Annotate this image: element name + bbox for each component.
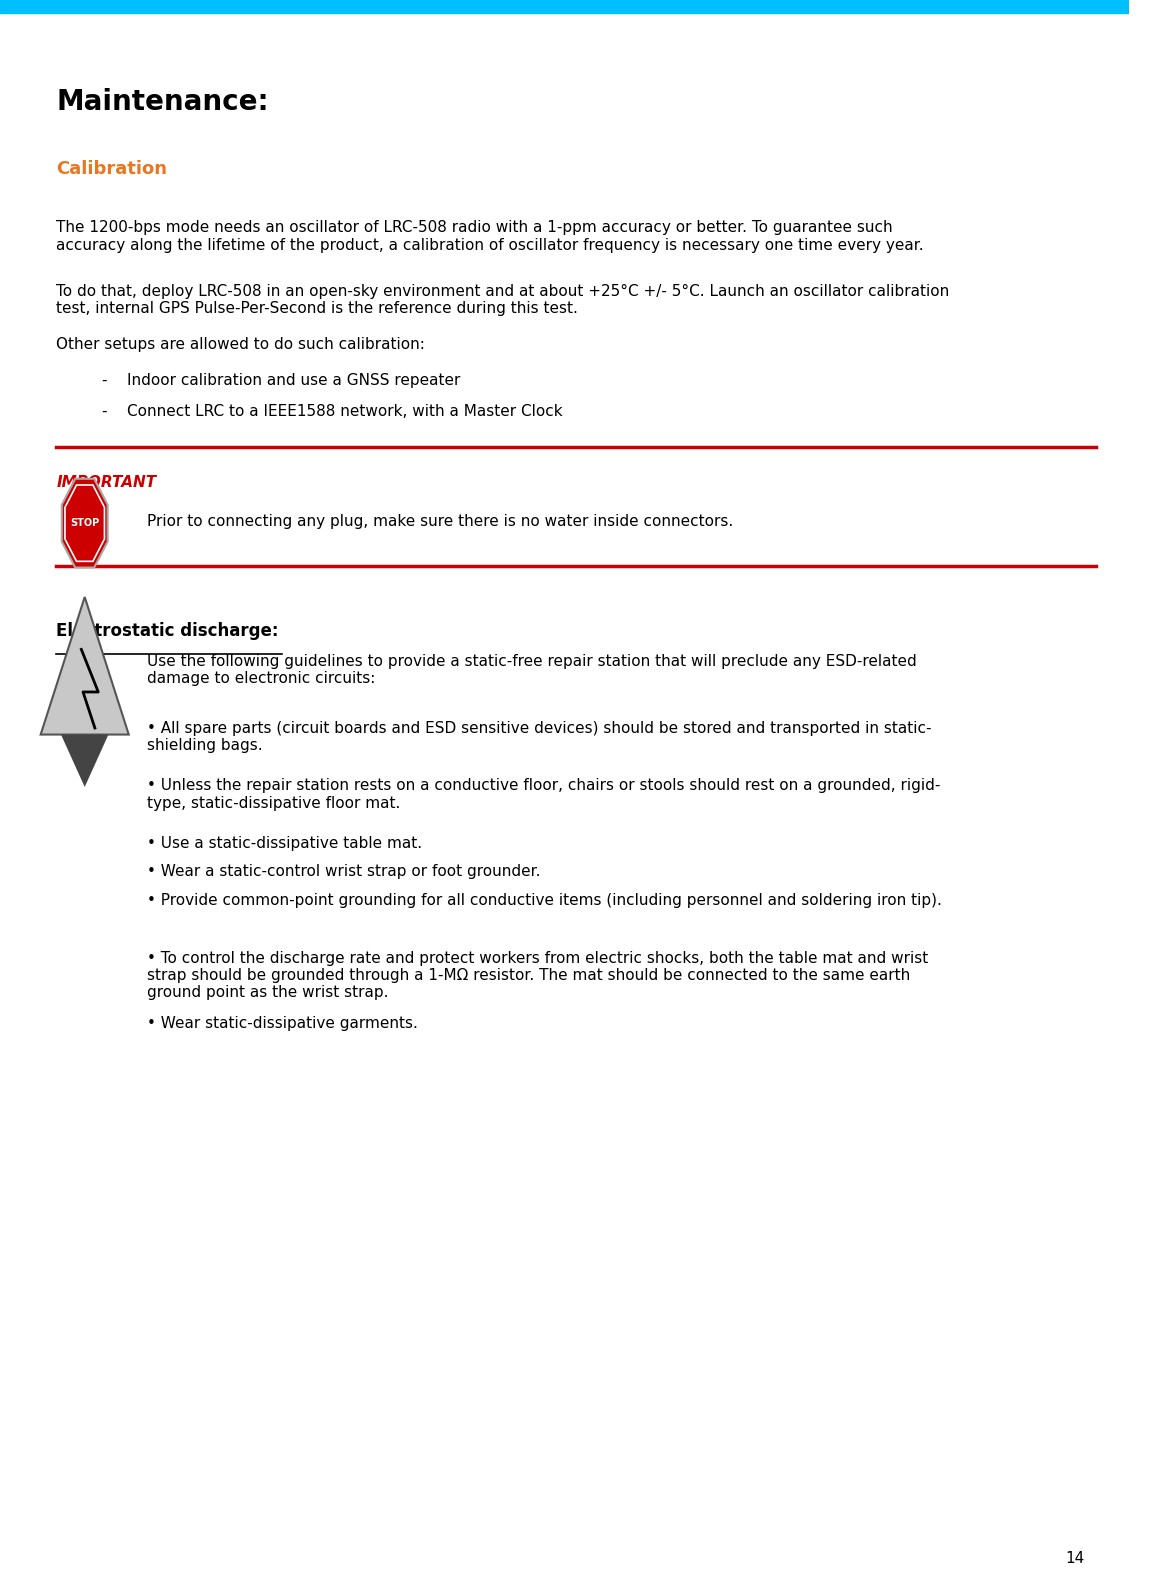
Text: -    Connect LRC to a IEEE1588 network, with a Master Clock: - Connect LRC to a IEEE1588 network, wit… xyxy=(101,404,563,418)
Text: The 1200-bps mode needs an oscillator of LRC-508 radio with a 1-ppm accuracy or : The 1200-bps mode needs an oscillator of… xyxy=(56,220,924,252)
Text: To do that, deploy LRC-508 in an open-sky environment and at about +25°C +/- 5°C: To do that, deploy LRC-508 in an open-sk… xyxy=(56,284,949,316)
Text: Electrostatic discharge:: Electrostatic discharge: xyxy=(56,622,278,640)
Text: • Unless the repair station rests on a conductive floor, chairs or stools should: • Unless the repair station rests on a c… xyxy=(147,778,940,810)
Polygon shape xyxy=(62,478,107,568)
Text: IMPORTANT: IMPORTANT xyxy=(56,475,156,490)
Text: Other setups are allowed to do such calibration:: Other setups are allowed to do such cali… xyxy=(56,337,425,351)
Text: Prior to connecting any plug, make sure there is no water inside connectors.: Prior to connecting any plug, make sure … xyxy=(147,514,733,528)
Text: • Wear static-dissipative garments.: • Wear static-dissipative garments. xyxy=(147,1016,418,1030)
Text: • To control the discharge rate and protect workers from electric shocks, both t: • To control the discharge rate and prot… xyxy=(147,951,929,1000)
Text: • Wear a static-control wrist strap or foot grounder.: • Wear a static-control wrist strap or f… xyxy=(147,864,541,879)
Text: • Use a static-dissipative table mat.: • Use a static-dissipative table mat. xyxy=(147,836,422,850)
Text: 14: 14 xyxy=(1065,1552,1085,1566)
Text: • All spare parts (circuit boards and ESD sensitive devices) should be stored an: • All spare parts (circuit boards and ES… xyxy=(147,721,931,753)
Bar xyxy=(0,0,1130,13)
Text: -    Indoor calibration and use a GNSS repeater: - Indoor calibration and use a GNSS repe… xyxy=(101,373,460,388)
Text: Calibration: Calibration xyxy=(56,160,168,177)
Text: • Provide common-point grounding for all conductive items (including personnel a: • Provide common-point grounding for all… xyxy=(147,893,941,908)
Text: Use the following guidelines to provide a static-free repair station that will p: Use the following guidelines to provide … xyxy=(147,654,917,686)
Text: STOP: STOP xyxy=(70,518,99,528)
Polygon shape xyxy=(41,597,129,735)
Polygon shape xyxy=(61,735,108,786)
Text: Maintenance:: Maintenance: xyxy=(56,88,269,116)
